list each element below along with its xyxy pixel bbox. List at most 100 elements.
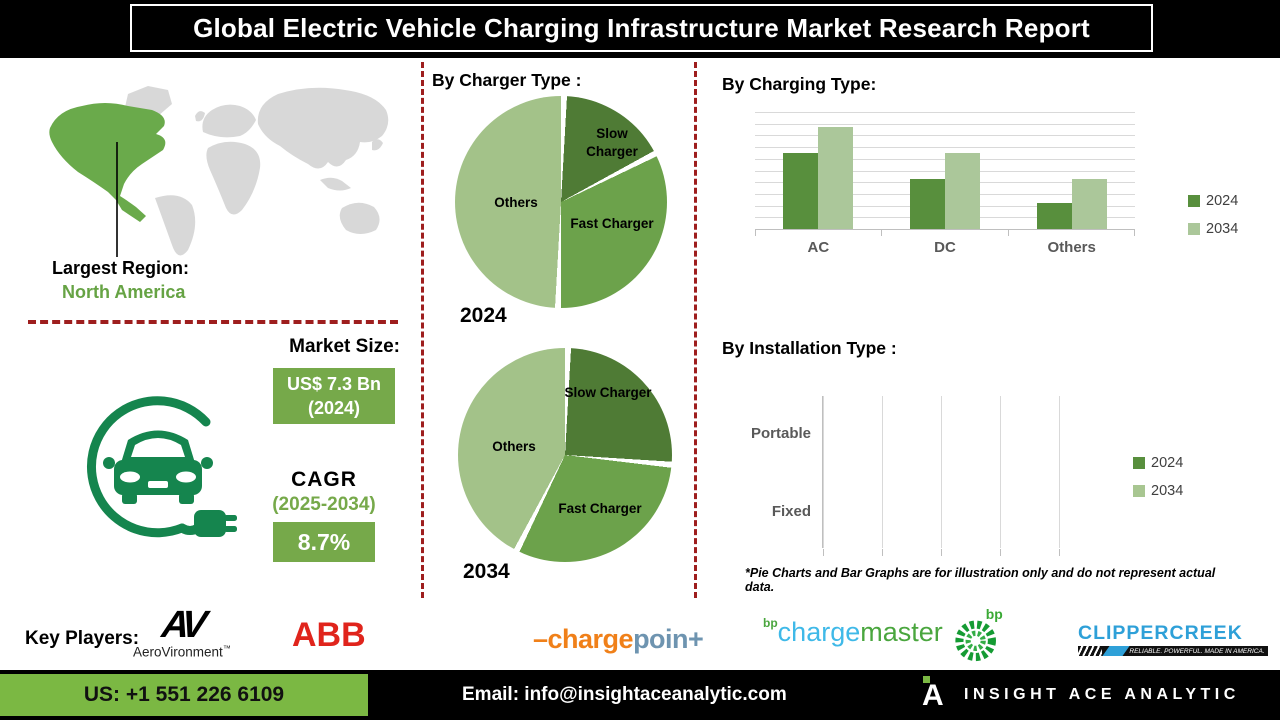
installation-type-title: By Installation Type : [722, 338, 897, 358]
installation-type-legend: 2024 2034 [1133, 455, 1183, 511]
divider-dashed-right [694, 62, 697, 598]
pie-label-slow-charger: Slow Charger [564, 385, 652, 400]
bar-chart-categories: AC DC Others [755, 239, 1135, 256]
chargemaster-text-green: master [860, 617, 943, 647]
gridline [882, 396, 883, 548]
gridline [755, 135, 1135, 137]
legend-entry-2024: 2024 [1133, 455, 1183, 471]
clippercreek-text: CLIPPERCREEK [1078, 622, 1243, 644]
aerovironment-mark: AV [159, 604, 205, 646]
logo-abb: ABB [292, 616, 366, 654]
email-address[interactable]: Email: info@insightaceanalytic.com [462, 684, 787, 705]
ev-charging-icon [86, 396, 237, 538]
legend-label-2024: 2024 [1206, 193, 1239, 209]
map-japan [372, 139, 383, 151]
clippercreek-stripes [1078, 646, 1102, 656]
chargepoint-text-orange: –charge [533, 624, 634, 654]
bar-dc-2024 [910, 178, 945, 229]
market-size-value-box: US$ 7.3 Bn (2024) [273, 368, 395, 424]
title-frame: Global Electric Vehicle Charging Infrast… [130, 4, 1153, 52]
map-asia [257, 87, 389, 169]
market-size-value: US$ 7.3 Bn [286, 373, 382, 394]
category-others: Others [1047, 239, 1096, 256]
map-australia [339, 202, 380, 234]
gridline [823, 396, 824, 548]
axis-tick [1134, 230, 1135, 236]
insightace-logo-icon: A [922, 675, 952, 715]
bp-helios-text: bp [986, 606, 1003, 622]
cagr-period: (2025-2034) [272, 494, 376, 515]
axis-tick [881, 230, 882, 236]
logo-aerovironment: AV AeroVironment™ [133, 604, 231, 660]
charging-type-legend: 2024 2034 [1188, 193, 1238, 249]
bar-others-2034 [1071, 178, 1107, 229]
legend-swatch-2034 [1188, 223, 1200, 235]
pie-label-fast-charger: Fast Charger [570, 216, 654, 231]
gridline [941, 396, 942, 548]
map-europe [202, 104, 256, 138]
pie-label-others: Others [494, 195, 538, 210]
company-logo: A INSIGHT ACE ANALYTIC [922, 670, 1240, 720]
legend-swatch-2034 [1133, 485, 1145, 497]
pie-2034-year-label: 2034 [463, 560, 510, 583]
installation-type-bar-chart [822, 396, 1060, 556]
legend-swatch-2024 [1133, 457, 1145, 469]
bar-groups [755, 112, 1135, 229]
axis-tick [1000, 549, 1001, 556]
pie-2034-circle [458, 348, 672, 562]
market-size-year: (2024) [307, 398, 361, 418]
clippercreek-parallelogram [1102, 646, 1130, 656]
company-name: INSIGHT ACE ANALYTIC [964, 686, 1240, 703]
logo-letter-a: A [922, 679, 944, 712]
pie-chart-2024: Slow Charger Fast Charger Others [455, 96, 667, 308]
legend-swatch-2024 [1188, 195, 1200, 207]
phone-number: US: +1 551 226 6109 [0, 674, 368, 716]
axis-tick [1059, 549, 1060, 556]
gridline [1059, 396, 1060, 548]
chargemaster-text-blue: charge [777, 617, 861, 647]
logo-clippercreek: CLIPPERCREEK RELIABLE. POWERFUL. MADE IN… [1078, 622, 1268, 656]
gridline [755, 123, 1135, 125]
cagr-value: 8.7% [297, 528, 351, 555]
gridline [755, 112, 1135, 113]
gridline [1000, 396, 1001, 548]
axis-tick [882, 549, 883, 556]
map-uk [195, 111, 205, 122]
pie-label-slow-charger: Slow Charger [586, 126, 638, 160]
title-bar: Global Electric Vehicle Charging Infrast… [0, 0, 1280, 58]
logo-bp-chargemaster: bpchargemaster [763, 616, 943, 648]
largest-region-label: Largest Region: [52, 258, 190, 278]
bp-sup-text: bp [763, 616, 778, 630]
legend-entry-2034: 2034 [1188, 221, 1238, 237]
pie-label-fast-charger: Fast Charger [558, 501, 642, 516]
axis-tick [941, 549, 942, 556]
cagr-value-box: 8.7% [273, 522, 375, 562]
footer-bar: US: +1 551 226 6109 Email: info@insighta… [0, 670, 1280, 720]
bar-group-ac [755, 112, 882, 229]
bp-helios-icon: bp [955, 606, 1003, 662]
charging-type-bar-chart [755, 112, 1135, 236]
legend-label-2034: 2034 [1151, 483, 1184, 499]
market-size-label: Market Size: [289, 336, 400, 357]
map-north-america-highlight [49, 103, 166, 222]
map-indonesia [320, 177, 351, 191]
y-axis [822, 396, 823, 548]
bar-ac-2024 [783, 152, 819, 229]
pie-section-title: By Charger Type : [432, 70, 582, 90]
category-ac: AC [807, 239, 830, 256]
pie-label-others: Others [492, 439, 536, 454]
pie-chart-2034: Slow Charger Fast Charger Others [458, 348, 672, 562]
bar-group-others [1008, 112, 1135, 229]
world-map [49, 86, 389, 257]
trademark-symbol: ™ [222, 644, 231, 653]
legend-label-2024: 2024 [1151, 455, 1184, 471]
aerovironment-text: AeroVironment [133, 644, 223, 660]
logo-green-dot [923, 676, 930, 683]
bar-group-dc [882, 112, 1009, 229]
cagr-label: CAGR [291, 468, 357, 491]
axis-tick [823, 549, 824, 556]
category-dc: DC [934, 239, 956, 256]
charging-type-title: By Charging Type: [722, 74, 877, 94]
map-south-america [155, 195, 196, 256]
